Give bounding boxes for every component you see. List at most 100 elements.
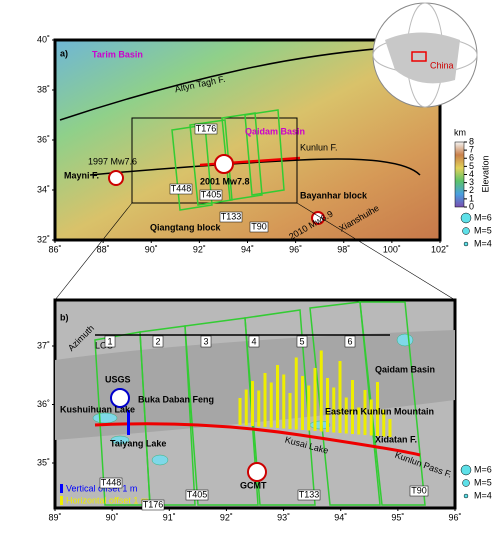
y-tick-label: 35˚ — [37, 457, 50, 467]
x-tick-label: 90˚ — [106, 512, 119, 522]
horizontal-offset — [288, 393, 292, 429]
place-label: Qaidam Basin — [375, 364, 435, 374]
horizontal-offset — [276, 365, 279, 428]
horizontal-offset — [244, 389, 248, 426]
horizontal-offset — [376, 382, 379, 436]
segment-label: 2 — [155, 336, 160, 346]
horizontal-offset — [282, 374, 286, 429]
place-label: Buka Daban Feng — [138, 394, 214, 404]
horizontal-offset — [344, 397, 348, 434]
y-tick-label: 34˚ — [37, 184, 50, 194]
segment-label: 1 — [107, 336, 112, 346]
horizontal-offset — [294, 357, 298, 430]
legend-swatch — [60, 496, 63, 505]
place-label: Bayanhar block — [300, 190, 368, 200]
x-tick-label: 102˚ — [431, 244, 449, 254]
locator-box — [411, 51, 427, 62]
panel-label: a) — [60, 48, 68, 58]
horizontal-offset — [388, 419, 392, 437]
magnitude-symbol — [462, 479, 470, 487]
place-label: Qiangtang block — [150, 222, 222, 232]
x-tick-label: 98˚ — [337, 244, 350, 254]
focal-mechanism — [214, 154, 234, 174]
y-tick-label: 32˚ — [37, 234, 50, 244]
magnitude-symbol — [460, 464, 472, 476]
x-tick-label: 94˚ — [334, 512, 347, 522]
source-label: GCMT — [240, 480, 267, 490]
fault-label: Mayni F. — [64, 170, 99, 180]
track-label: T133 — [221, 211, 242, 221]
segment-label: 5 — [299, 336, 304, 346]
horizontal-offset — [307, 385, 311, 431]
segment-box — [152, 335, 164, 348]
horizontal-offset — [326, 378, 329, 432]
horizontal-offset — [238, 398, 242, 425]
magnitude-label: M=5 — [474, 477, 492, 487]
track-label: T405 — [201, 189, 222, 199]
focal-mechanism — [247, 462, 267, 482]
panel-b: b) Azimuth LOS USGS Buka Daban Feng Kush… — [53, 298, 457, 511]
x-tick-label: 90˚ — [145, 244, 158, 254]
horizontal-offset — [301, 376, 304, 430]
colorbar-tick-label: 3 — [469, 177, 474, 187]
horizontal-offset — [363, 390, 367, 435]
connector — [54, 202, 133, 301]
connector — [296, 202, 456, 301]
horizontal-offset — [263, 373, 267, 427]
place-label: Taiyang Lake — [110, 438, 166, 448]
focal-mechanism — [108, 170, 124, 186]
x-tick-label: 91˚ — [163, 512, 176, 522]
magnitude-label: M=4 — [474, 490, 492, 500]
legend-swatch — [60, 484, 63, 493]
y-tick-label: 40˚ — [37, 34, 50, 44]
segment-box — [200, 335, 212, 348]
lakes — [92, 333, 414, 466]
segment-box — [296, 335, 308, 348]
panel-a: a) Tarim Basin Altyn Tagh F. Qaidam Basi… — [53, 2, 490, 242]
fault — [89, 158, 421, 176]
magnitude-label: M=6 — [474, 212, 492, 222]
y-tick-label: 36˚ — [37, 134, 50, 144]
colorbar-unit: km — [454, 127, 466, 137]
vertical-offset — [127, 410, 130, 435]
x-tick-label: 94˚ — [241, 244, 254, 254]
track-label: T448 — [171, 183, 192, 193]
track-labels — [169, 123, 269, 233]
magnitude-label: M=5 — [474, 225, 492, 235]
colorbar-tick-label: 6 — [469, 153, 474, 163]
y-tick-label: 37˚ — [37, 340, 50, 350]
magnitude-symbol — [463, 241, 469, 247]
track-label: T448 — [101, 477, 122, 487]
segment-label: 4 — [251, 336, 256, 346]
track-label: T405 — [187, 489, 208, 499]
relief — [55, 330, 455, 440]
segment-box — [104, 335, 116, 348]
place-label: Kushuihuan Lake — [60, 404, 135, 414]
x-tick-label: 88˚ — [97, 244, 110, 254]
focal-mechanism — [311, 211, 325, 225]
y-tick-label: 38˚ — [37, 84, 50, 94]
track-label-boxes — [99, 477, 429, 511]
track-label: T176 — [143, 499, 164, 509]
colorbar-tick-label: 1 — [469, 193, 474, 203]
x-tick-label: 86˚ — [48, 244, 61, 254]
colorbar-tick-label: 4 — [469, 169, 474, 179]
x-tick-label: 96˚ — [289, 244, 302, 254]
panel-label: b) — [60, 312, 69, 322]
magnitude-symbol — [462, 227, 470, 235]
fault — [59, 44, 431, 121]
horizontal-offset — [382, 409, 386, 437]
event-label: 2001 Mw7.8 — [200, 176, 250, 186]
x-tick-label: 96˚ — [448, 512, 461, 522]
colorbar-title: Elevation — [480, 155, 490, 192]
colorbar-tick-label: 8 — [469, 136, 474, 146]
horizontal-offset — [251, 381, 254, 426]
event-label: 1997 Mw7.6 — [88, 156, 137, 166]
fault-label: Kunlun F. — [300, 142, 338, 152]
fault-label: Xidatan F. — [375, 434, 417, 444]
colorbar-tick-label: 0 — [469, 201, 474, 211]
los-label: LOS — [95, 340, 113, 350]
horizontal-offset — [313, 368, 317, 431]
horizontal-offset — [332, 387, 336, 433]
magnitude-symbol — [463, 493, 469, 499]
